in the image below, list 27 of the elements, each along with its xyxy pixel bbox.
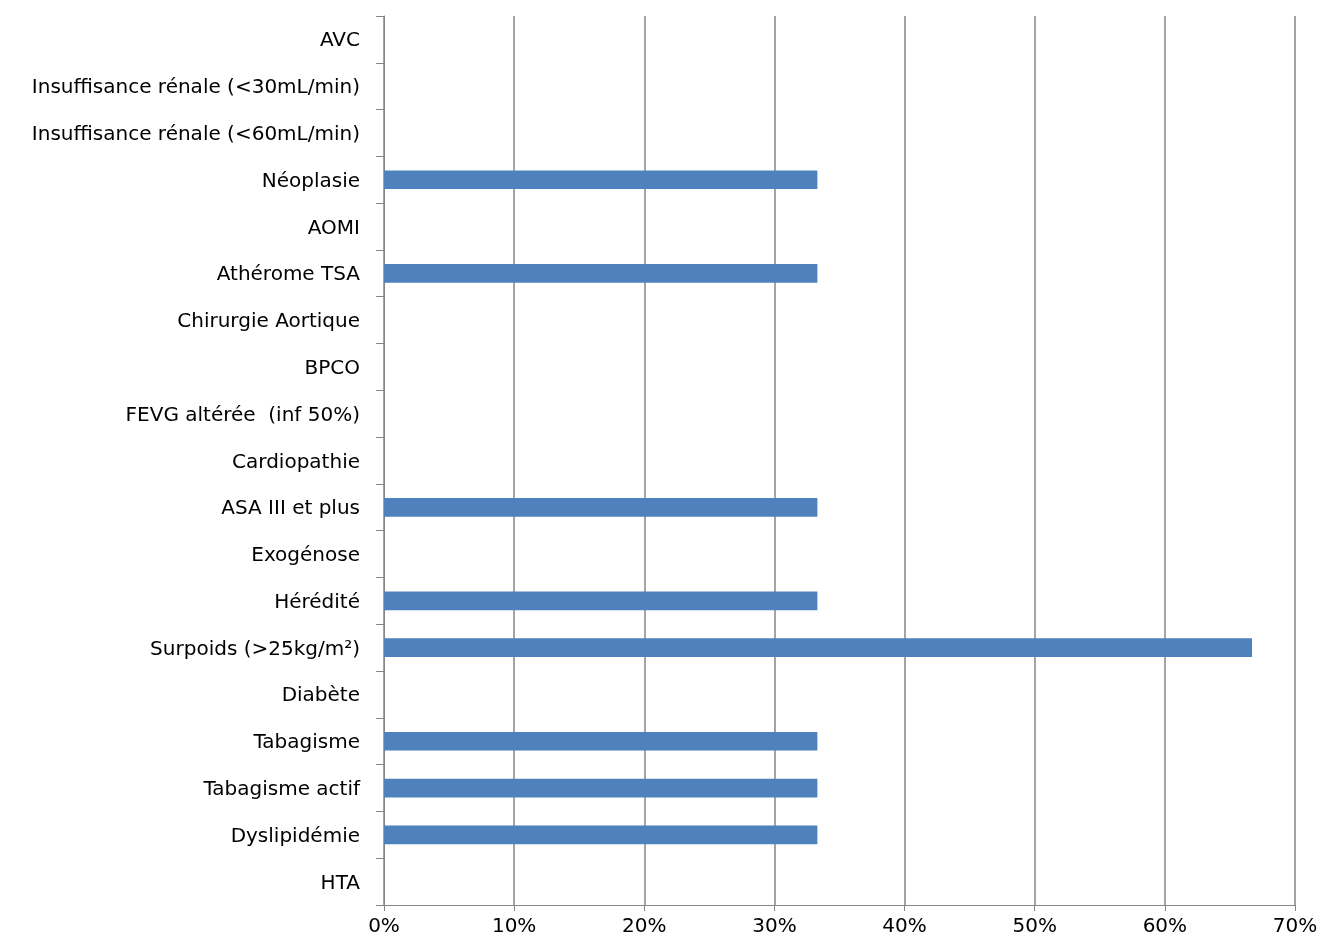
y-tick-label: Tabagisme <box>252 729 360 754</box>
y-tick-label: Surpoids (>25kg/m²) <box>150 635 360 660</box>
x-tick-label: 20% <box>622 913 667 937</box>
y-tick-label: Dyslipidémie <box>230 822 360 847</box>
y-tick-label: BPCO <box>304 354 360 379</box>
y-tick-label: Néoplasie <box>261 167 360 192</box>
x-tick-label: 30% <box>752 913 797 937</box>
y-tick-label: Diabète <box>281 682 360 707</box>
y-tick-label: ASA III et plus <box>221 495 360 520</box>
y-tick-label: HTA <box>320 869 361 894</box>
y-tick-label: FEVG altérée (inf 50%) <box>125 401 360 426</box>
y-tick-label: Exogénose <box>251 542 360 567</box>
y-tick-label: Hérédité <box>274 588 360 613</box>
x-tick-label: 60% <box>1142 913 1188 937</box>
y-tick-label: Chirurgie Aortique <box>177 308 360 333</box>
x-tick-label: 10% <box>491 913 537 937</box>
x-tick-label: 0% <box>368 913 400 937</box>
x-tick-label: 40% <box>882 913 927 937</box>
y-tick-label: AVC <box>319 27 360 52</box>
y-tick-label: Athérome TSA <box>216 261 361 286</box>
y-tick-label: Cardiopathie <box>232 448 360 473</box>
x-tick-label: 50% <box>1012 913 1057 937</box>
x-tick-label: 70% <box>1272 913 1318 937</box>
y-tick-label: Insuffisance rénale (<30mL/min) <box>31 74 360 99</box>
y-tick-label: Tabagisme actif <box>202 776 361 801</box>
y-tick-label: Insuffisance rénale (<60mL/min) <box>31 120 360 145</box>
y-tick-label: AOMI <box>307 214 360 239</box>
